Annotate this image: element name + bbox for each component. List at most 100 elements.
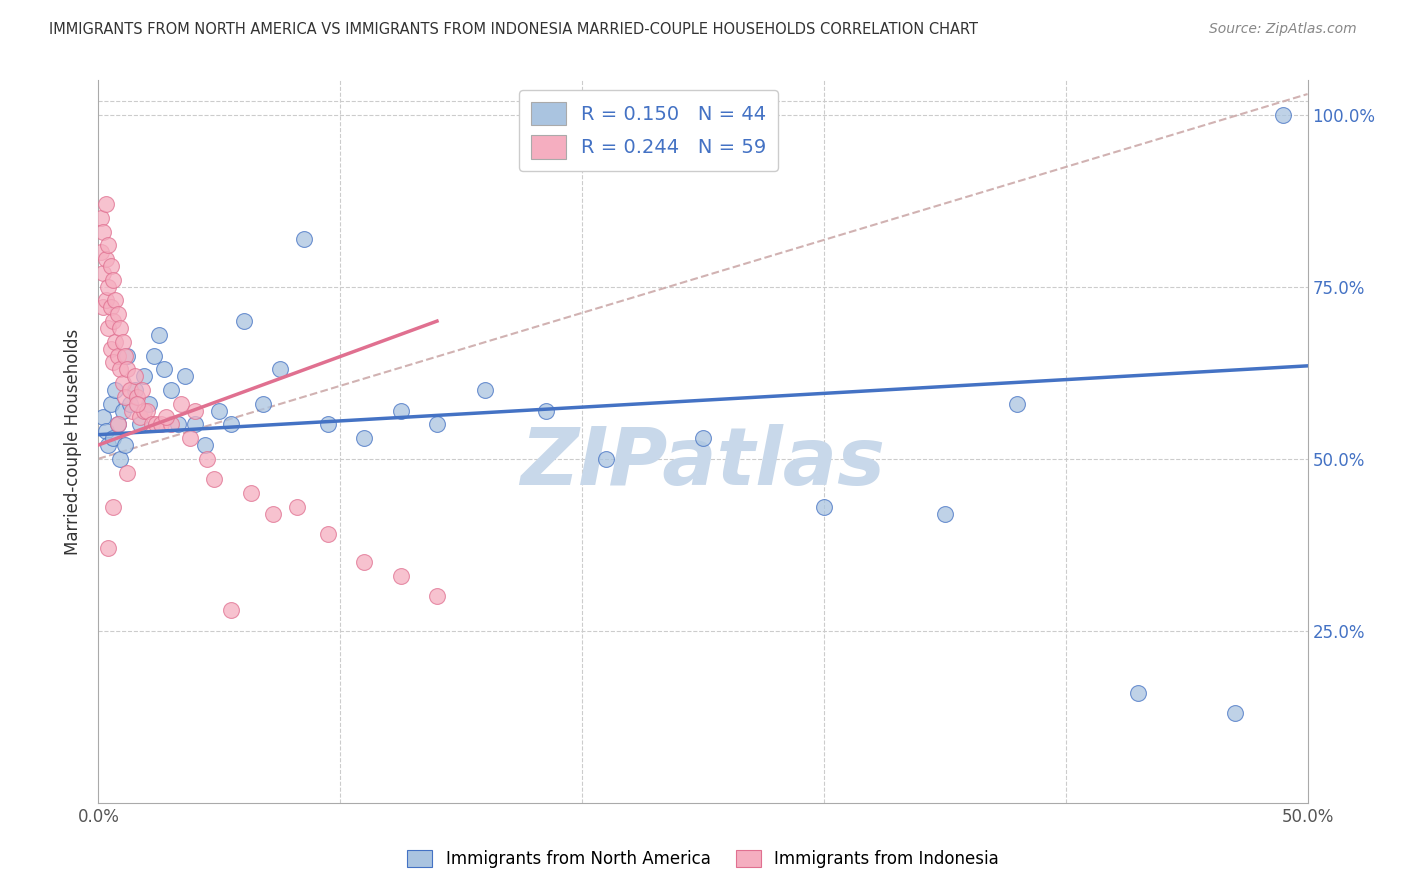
Point <box>117 466 139 480</box>
Point <box>179 431 201 445</box>
Point <box>148 327 170 342</box>
Point <box>160 417 183 432</box>
Point <box>104 383 127 397</box>
Point <box>128 417 150 432</box>
Point <box>111 376 134 390</box>
Point <box>1007 397 1029 411</box>
Point <box>353 555 375 569</box>
Point <box>474 383 496 397</box>
Text: Source: ZipAtlas.com: Source: ZipAtlas.com <box>1209 22 1357 37</box>
Point <box>145 417 167 432</box>
Point <box>117 362 139 376</box>
Point <box>138 397 160 411</box>
Point <box>389 568 412 582</box>
Point <box>184 417 207 432</box>
Point <box>108 451 131 466</box>
Point <box>160 383 183 397</box>
Point <box>353 431 375 445</box>
Point <box>107 349 129 363</box>
Point <box>118 383 141 397</box>
Point <box>316 527 339 541</box>
Point <box>934 507 956 521</box>
Point <box>813 500 835 514</box>
Point <box>127 397 149 411</box>
Point <box>269 362 291 376</box>
Point <box>91 266 114 280</box>
Point <box>141 417 163 432</box>
Point <box>101 500 124 514</box>
Point <box>91 301 114 315</box>
Legend: R = 0.150   N = 44, R = 0.244   N = 59: R = 0.150 N = 44, R = 0.244 N = 59 <box>519 90 778 170</box>
Point <box>316 417 339 432</box>
Point <box>111 334 134 349</box>
Point <box>114 390 136 404</box>
Point <box>118 397 141 411</box>
Point <box>114 438 136 452</box>
Point <box>1223 706 1246 721</box>
Point <box>97 279 120 293</box>
Point <box>128 410 150 425</box>
Point <box>292 231 315 245</box>
Point <box>91 225 114 239</box>
Point <box>107 307 129 321</box>
Point <box>285 500 308 514</box>
Point <box>97 238 120 252</box>
Point <box>262 507 284 521</box>
Point <box>94 424 117 438</box>
Point <box>104 334 127 349</box>
Point <box>426 590 449 604</box>
Point <box>101 355 124 369</box>
Point <box>204 472 226 486</box>
Point <box>101 314 124 328</box>
Point <box>131 383 153 397</box>
Point <box>1272 108 1295 122</box>
Point <box>108 362 131 376</box>
Point <box>152 362 174 376</box>
Point <box>232 314 254 328</box>
Point <box>252 397 274 411</box>
Point <box>100 342 122 356</box>
Point <box>90 211 112 225</box>
Point <box>127 390 149 404</box>
Point <box>169 397 191 411</box>
Point <box>143 349 166 363</box>
Point <box>1128 686 1150 700</box>
Point <box>134 403 156 417</box>
Point <box>239 486 262 500</box>
Point <box>174 369 197 384</box>
Point <box>104 293 127 308</box>
Point <box>135 403 157 417</box>
Point <box>94 197 117 211</box>
Point <box>134 369 156 384</box>
Point <box>221 417 243 432</box>
Point <box>97 438 120 452</box>
Point <box>108 321 131 335</box>
Point <box>100 397 122 411</box>
Point <box>194 438 217 452</box>
Point <box>221 603 243 617</box>
Point <box>184 403 207 417</box>
Y-axis label: Married-couple Households: Married-couple Households <box>65 328 83 555</box>
Point <box>101 431 124 445</box>
Point <box>100 301 122 315</box>
Point <box>97 541 120 556</box>
Legend: Immigrants from North America, Immigrants from Indonesia: Immigrants from North America, Immigrant… <box>401 843 1005 875</box>
Point <box>595 451 617 466</box>
Text: IMMIGRANTS FROM NORTH AMERICA VS IMMIGRANTS FROM INDONESIA MARRIED-COUPLE HOUSEH: IMMIGRANTS FROM NORTH AMERICA VS IMMIGRA… <box>49 22 979 37</box>
Point <box>150 417 173 432</box>
Point <box>195 451 218 466</box>
Point <box>114 349 136 363</box>
Point <box>117 349 139 363</box>
Point <box>111 403 134 417</box>
Point <box>91 410 114 425</box>
Point <box>101 273 124 287</box>
Point <box>692 431 714 445</box>
Point <box>167 417 190 432</box>
Point <box>94 293 117 308</box>
Point <box>100 259 122 273</box>
Point <box>124 383 146 397</box>
Point <box>124 369 146 384</box>
Point <box>90 245 112 260</box>
Point <box>155 410 177 425</box>
Point <box>97 321 120 335</box>
